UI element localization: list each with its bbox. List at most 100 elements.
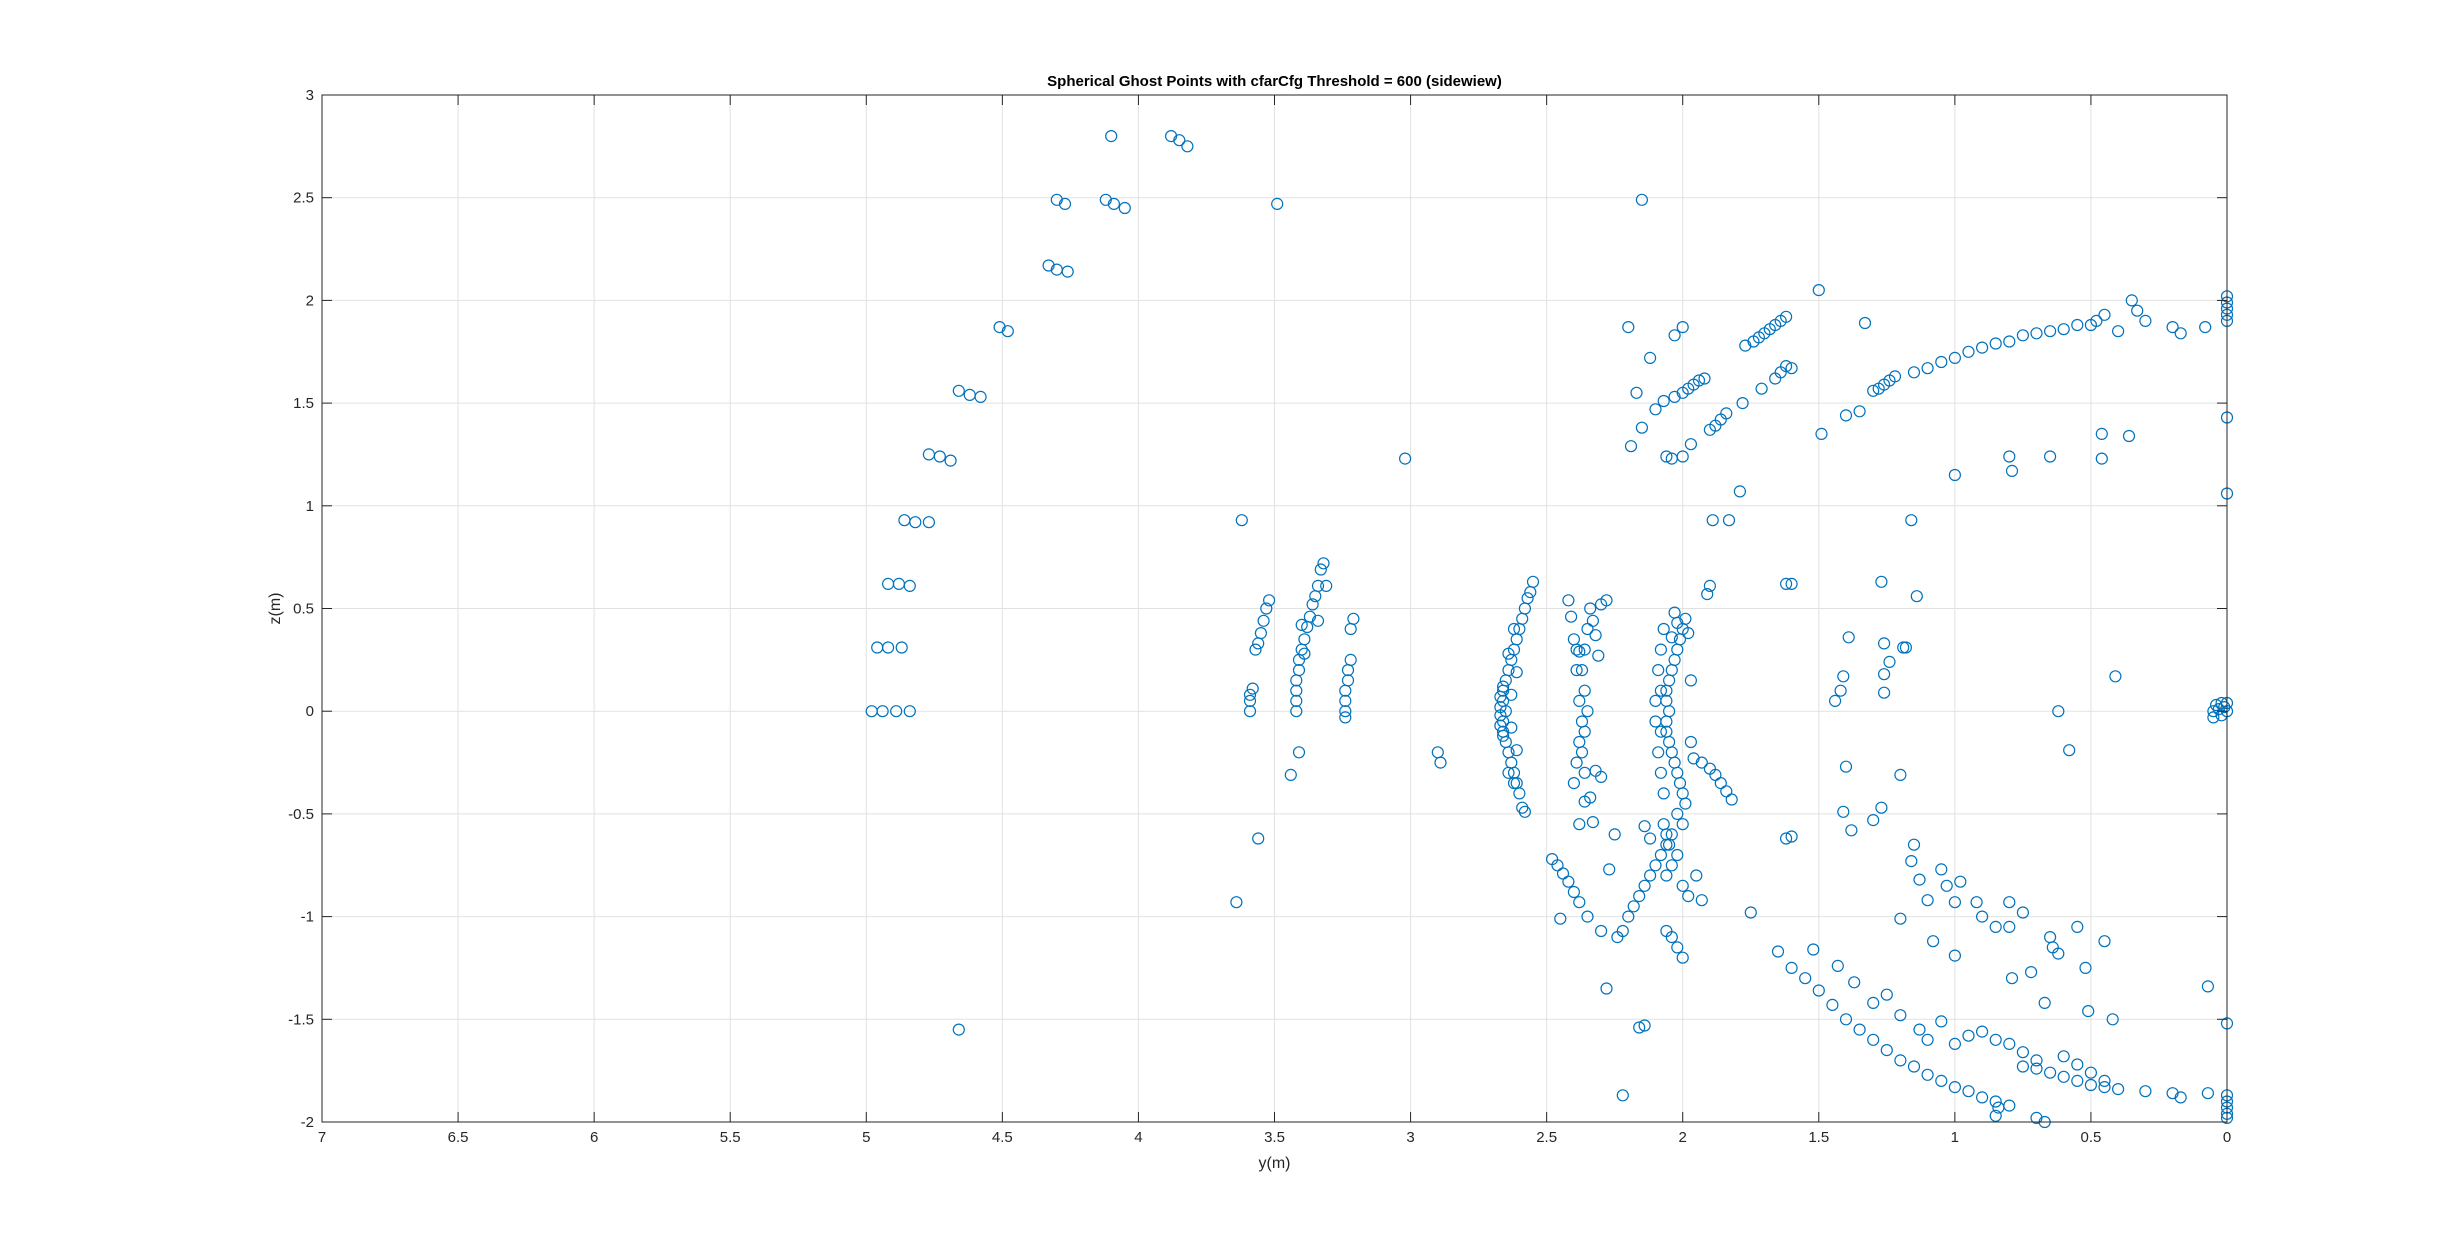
data-point [2030, 327, 2043, 340]
data-point [1545, 852, 1559, 866]
data-point [2207, 711, 2220, 724]
y-tick-label: 3 [306, 87, 314, 104]
data-point [1671, 807, 1684, 821]
data-point [2095, 452, 2108, 465]
data-point [1848, 976, 1861, 989]
data-point [2098, 935, 2111, 948]
data-point [2071, 1074, 2084, 1088]
data-point [1668, 329, 1681, 342]
data-point [1344, 653, 1357, 667]
data-point [1502, 647, 1515, 660]
x-axis-label: y(m) [1259, 1155, 1291, 1172]
data-point [1246, 682, 1259, 695]
data-point [2044, 1066, 2057, 1079]
data-point [1292, 663, 1306, 677]
data-point [1505, 688, 1518, 701]
data-point [2071, 318, 2084, 332]
data-point [1935, 863, 1948, 876]
data-point [1341, 674, 1355, 687]
data-point [1556, 867, 1570, 880]
data-point [1799, 972, 1812, 985]
data-point [1243, 694, 1257, 708]
data-point [2166, 321, 2179, 334]
data-point [1660, 838, 1673, 851]
data-point [1785, 830, 1798, 843]
data-point [1643, 832, 1657, 845]
data-point [1948, 468, 1962, 482]
data-point [1507, 776, 1521, 790]
data-point [1962, 1085, 1975, 1098]
data-point [1948, 949, 1962, 962]
data-point [1839, 760, 1853, 773]
data-point [1779, 577, 1793, 591]
data-point [1940, 879, 1953, 892]
data-point [1883, 655, 1896, 669]
data-point [1654, 766, 1668, 779]
data-point [1058, 197, 1072, 210]
y-tick-label: -2 [301, 1114, 314, 1131]
data-point [1815, 427, 1828, 440]
data-point [1181, 140, 1194, 153]
data-point [881, 641, 895, 654]
data-point [1573, 818, 1586, 831]
data-point [1989, 1109, 2002, 1122]
x-tick-label: 0 [2223, 1129, 2231, 1146]
data-point [1570, 663, 1583, 677]
data-point [1570, 756, 1583, 769]
data-point [1581, 705, 1594, 718]
data-point [1118, 201, 1131, 215]
data-point [1842, 631, 1855, 644]
data-point [2030, 1062, 2043, 1075]
data-point [1320, 579, 1333, 593]
data-point [1298, 647, 1311, 660]
x-tick-label: 7 [318, 1129, 326, 1146]
x-tick-label: 2.5 [1536, 1129, 1557, 1146]
data-point [1935, 1015, 1948, 1028]
data-point [1567, 885, 1581, 899]
data-point [1907, 838, 1921, 851]
data-point [2057, 323, 2070, 336]
data-point [2098, 308, 2111, 321]
data-point [1703, 423, 1717, 436]
data-point [1975, 910, 1989, 923]
data-point [2201, 980, 2214, 993]
y-tick-label: 1.5 [293, 395, 314, 412]
data-point [1676, 951, 1689, 964]
data-point [1317, 557, 1330, 570]
data-point [2174, 1091, 2187, 1104]
x-tick-label: 2 [1679, 1129, 1687, 1146]
data-point [1779, 832, 1793, 845]
data-point [1834, 684, 1847, 697]
data-point [1897, 641, 1910, 654]
data-point [903, 705, 916, 718]
data-point [1633, 889, 1646, 903]
data-point [1692, 374, 1706, 387]
data-point [1311, 614, 1325, 627]
data-point [1505, 721, 1518, 734]
data-point [2112, 1082, 2125, 1096]
data-point [1578, 684, 1591, 697]
data-point [1676, 818, 1689, 831]
data-point [1935, 355, 1948, 369]
data-point [1434, 756, 1447, 769]
data-point [1877, 668, 1891, 681]
data-point [1573, 896, 1586, 909]
data-point [1339, 694, 1352, 708]
data-point [1926, 935, 1940, 948]
data-point [1880, 1043, 1893, 1057]
data-point [1769, 372, 1782, 385]
data-point [1649, 715, 1662, 728]
data-point [1837, 670, 1850, 683]
data-point [1888, 370, 1902, 383]
data-point [1867, 813, 1880, 827]
data-point [1584, 602, 1597, 615]
y-axis-label: z(m) [267, 593, 284, 625]
data-point [1526, 575, 1540, 588]
data-point [895, 641, 908, 654]
y-tick-label: 0.5 [293, 601, 314, 618]
data-point [2139, 314, 2152, 327]
data-point [2125, 294, 2138, 307]
data-point [1303, 610, 1317, 623]
data-point [1921, 1068, 1934, 1081]
x-tick-label: 5.5 [720, 1129, 741, 1146]
